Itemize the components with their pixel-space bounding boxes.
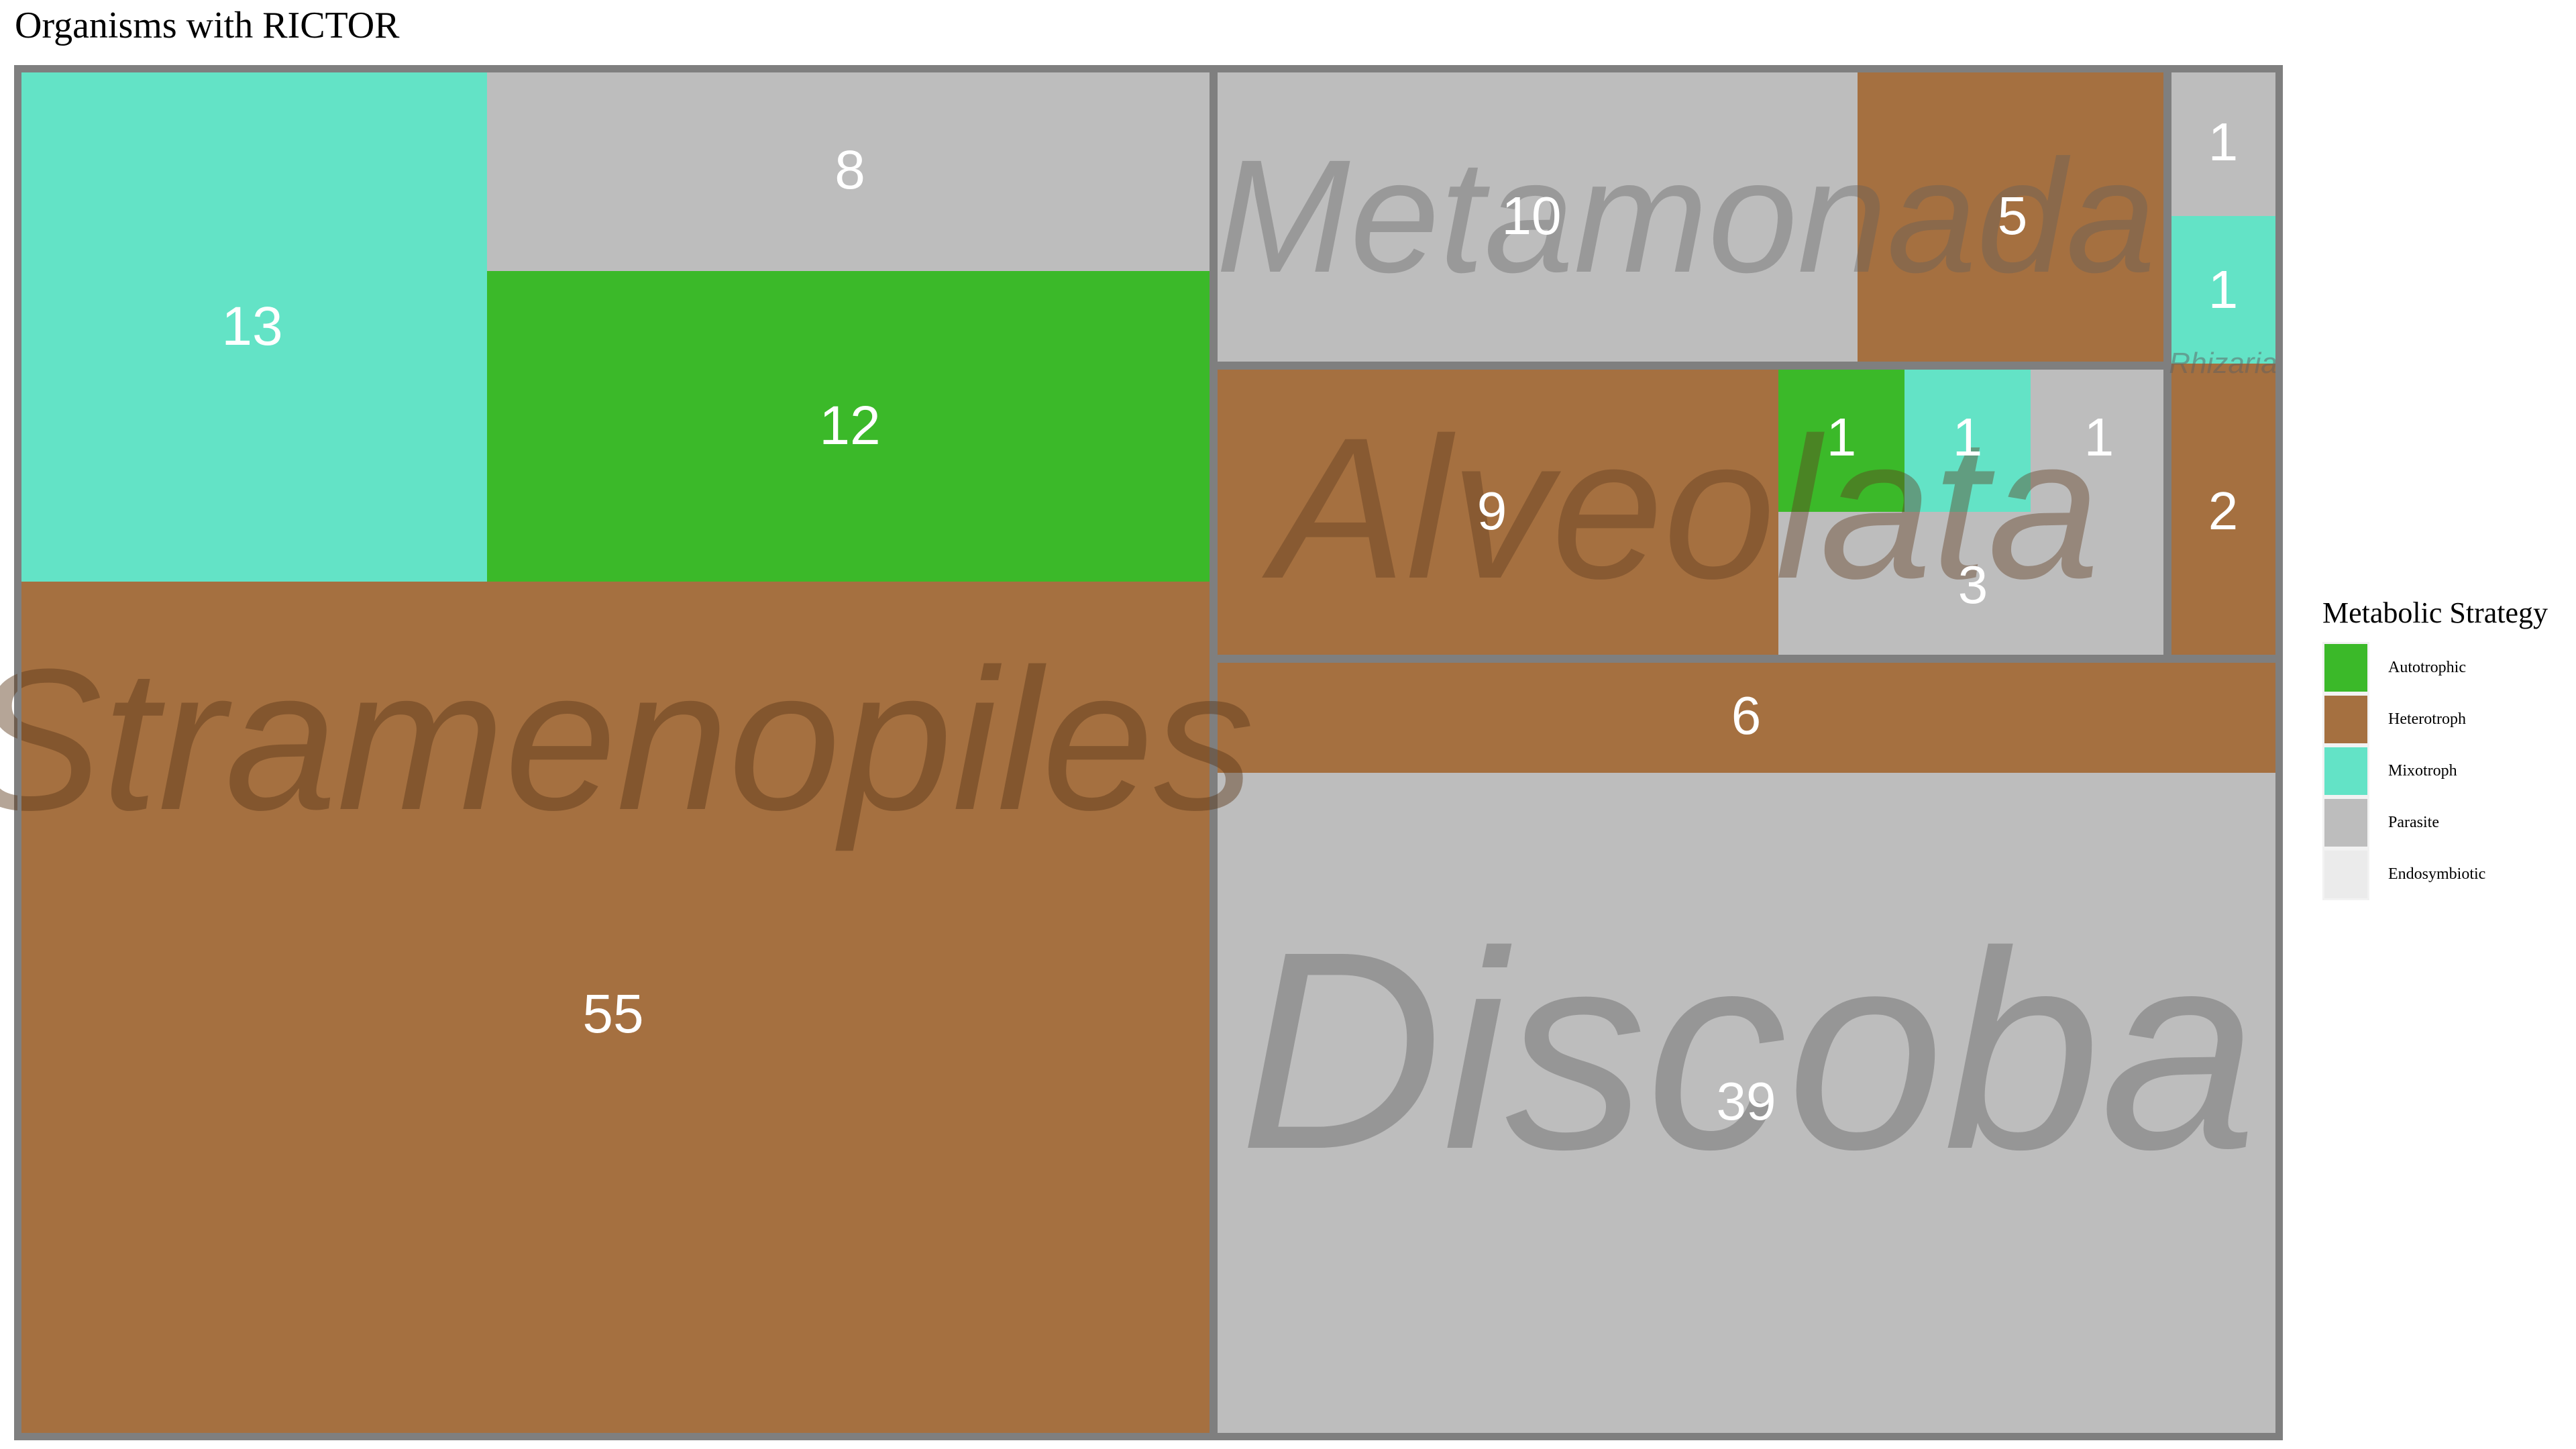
chart-title: Organisms with RICTOR [15,5,400,46]
legend: Metabolic Strategy Autotrophic Heterotrop… [2322,596,2576,900]
cell-value-label: 3 [1957,555,1988,614]
cell-value-label: 10 [1501,186,1562,246]
treemap-cell [1904,366,2031,512]
legend-swatch [2322,694,2369,745]
treemap-cell [2031,366,2167,512]
cell-value-label: 1 [2208,260,2239,319]
treemap-cell [2167,68,2279,216]
treemap-cell [17,68,487,582]
cell-value-label: 5 [1997,186,2028,246]
legend-label: Parasite [2388,814,2439,831]
cell-value-label: 1 [2084,407,2114,467]
treemap-cell [487,271,1214,582]
legend-swatch [2322,797,2369,849]
treemap-cell [1778,512,2167,659]
cell-value-label: 2 [2208,481,2239,541]
cell-value-label: 1 [1826,407,1857,467]
cell-value-label: 12 [819,395,881,456]
legend-swatch [2322,849,2369,900]
cell-value-label: 55 [582,983,644,1044]
legend-label: Endosymbiotic [2388,865,2486,883]
cell-value-label: 13 [221,296,283,357]
treemap-cell [17,582,1214,1437]
legend-swatch [2322,642,2369,694]
legend-swatch [2322,745,2369,797]
treemap-cell [487,68,1214,271]
treemap-cell [2167,364,2279,659]
cell-value-label: 6 [1731,686,1762,745]
legend-item: Parasite [2322,797,2576,849]
cell-value-label: 39 [1716,1071,1776,1131]
treemap: Stramenopiles Metamonada Rhizaria Alveolata… [0,65,2283,1440]
legend-item: Autotrophic [2322,642,2576,694]
cell-value-label: 9 [1477,481,1507,541]
treemap-cell [1214,659,2279,773]
legend-title: Metabolic Strategy [2322,596,2548,629]
legend-label: Heterotroph [2388,710,2466,728]
treemap-cell [1214,68,1858,366]
legend-item: Mixotroph [2322,745,2576,797]
legend-label: Mixotroph [2388,762,2457,780]
legend-label: Autotrophic [2388,659,2466,676]
treemap-cell [1858,68,2167,366]
cell-value-label: 1 [2208,112,2239,172]
treemap-cell [2167,216,2279,364]
legend-item: Endosymbiotic [2322,849,2576,900]
treemap-cell [1214,773,2279,1437]
treemap-cell [1778,366,1904,512]
treemap-cell [1214,366,1778,659]
legend-item: Heterotroph [2322,694,2576,745]
cell-value-label: 1 [1952,407,1983,467]
cell-value-label: 8 [835,140,865,201]
